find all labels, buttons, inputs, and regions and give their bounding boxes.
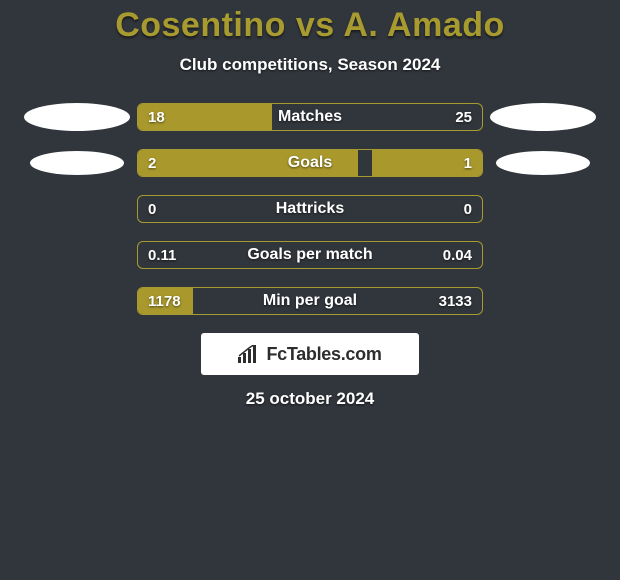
page-title: Cosentino vs A. Amado [0, 6, 620, 45]
footer-date: 25 october 2024 [0, 389, 620, 409]
left-avatar-slot [17, 103, 137, 131]
logo-box[interactable]: FcTables.com [201, 333, 419, 375]
stat-row: 21Goals [0, 149, 620, 177]
player-avatar-placeholder [24, 103, 130, 131]
stat-bar: 1825Matches [137, 103, 483, 131]
stat-left-value: 0 [148, 196, 156, 222]
stat-row: 0 0Hattricks [0, 195, 620, 223]
stat-right-value: 0.04 [443, 242, 472, 268]
comparison-card: Cosentino vs A. Amado Club competitions,… [0, 0, 620, 409]
stat-right-value: 3133 [439, 288, 472, 314]
player-avatar-placeholder [490, 103, 596, 131]
stat-bar: 0.11 0.04Goals per match [137, 241, 483, 269]
stat-bar-left-fill [138, 104, 272, 130]
bars-list: 1825Matches 21Goals 0 0Hattricks 0.11 0.04Goa… [0, 103, 620, 315]
stat-bar: 21Goals [137, 149, 483, 177]
stat-bar: 0 0Hattricks [137, 195, 483, 223]
stat-bar-left-fill [138, 150, 358, 176]
stat-bar-left-fill [138, 288, 193, 314]
stat-bar: 11783133Min per goal [137, 287, 483, 315]
stat-label: Goals per match [138, 242, 482, 268]
player-avatar-placeholder [30, 151, 124, 175]
player-avatar-placeholder [496, 151, 590, 175]
logo-text: FcTables.com [266, 344, 381, 365]
right-avatar-slot [483, 103, 603, 131]
stat-row: 1825Matches [0, 103, 620, 131]
right-avatar-slot [483, 151, 603, 175]
stat-left-value: 0.11 [148, 242, 176, 268]
left-avatar-slot [17, 151, 137, 175]
stat-right-value: 25 [455, 104, 472, 130]
stat-row: 11783133Min per goal [0, 287, 620, 315]
stat-bar-right-fill [372, 150, 482, 176]
stat-label: Hattricks [138, 196, 482, 222]
stat-right-value: 0 [464, 196, 472, 222]
chart-icon [238, 345, 260, 363]
subtitle: Club competitions, Season 2024 [0, 55, 620, 75]
stat-row: 0.11 0.04Goals per match [0, 241, 620, 269]
